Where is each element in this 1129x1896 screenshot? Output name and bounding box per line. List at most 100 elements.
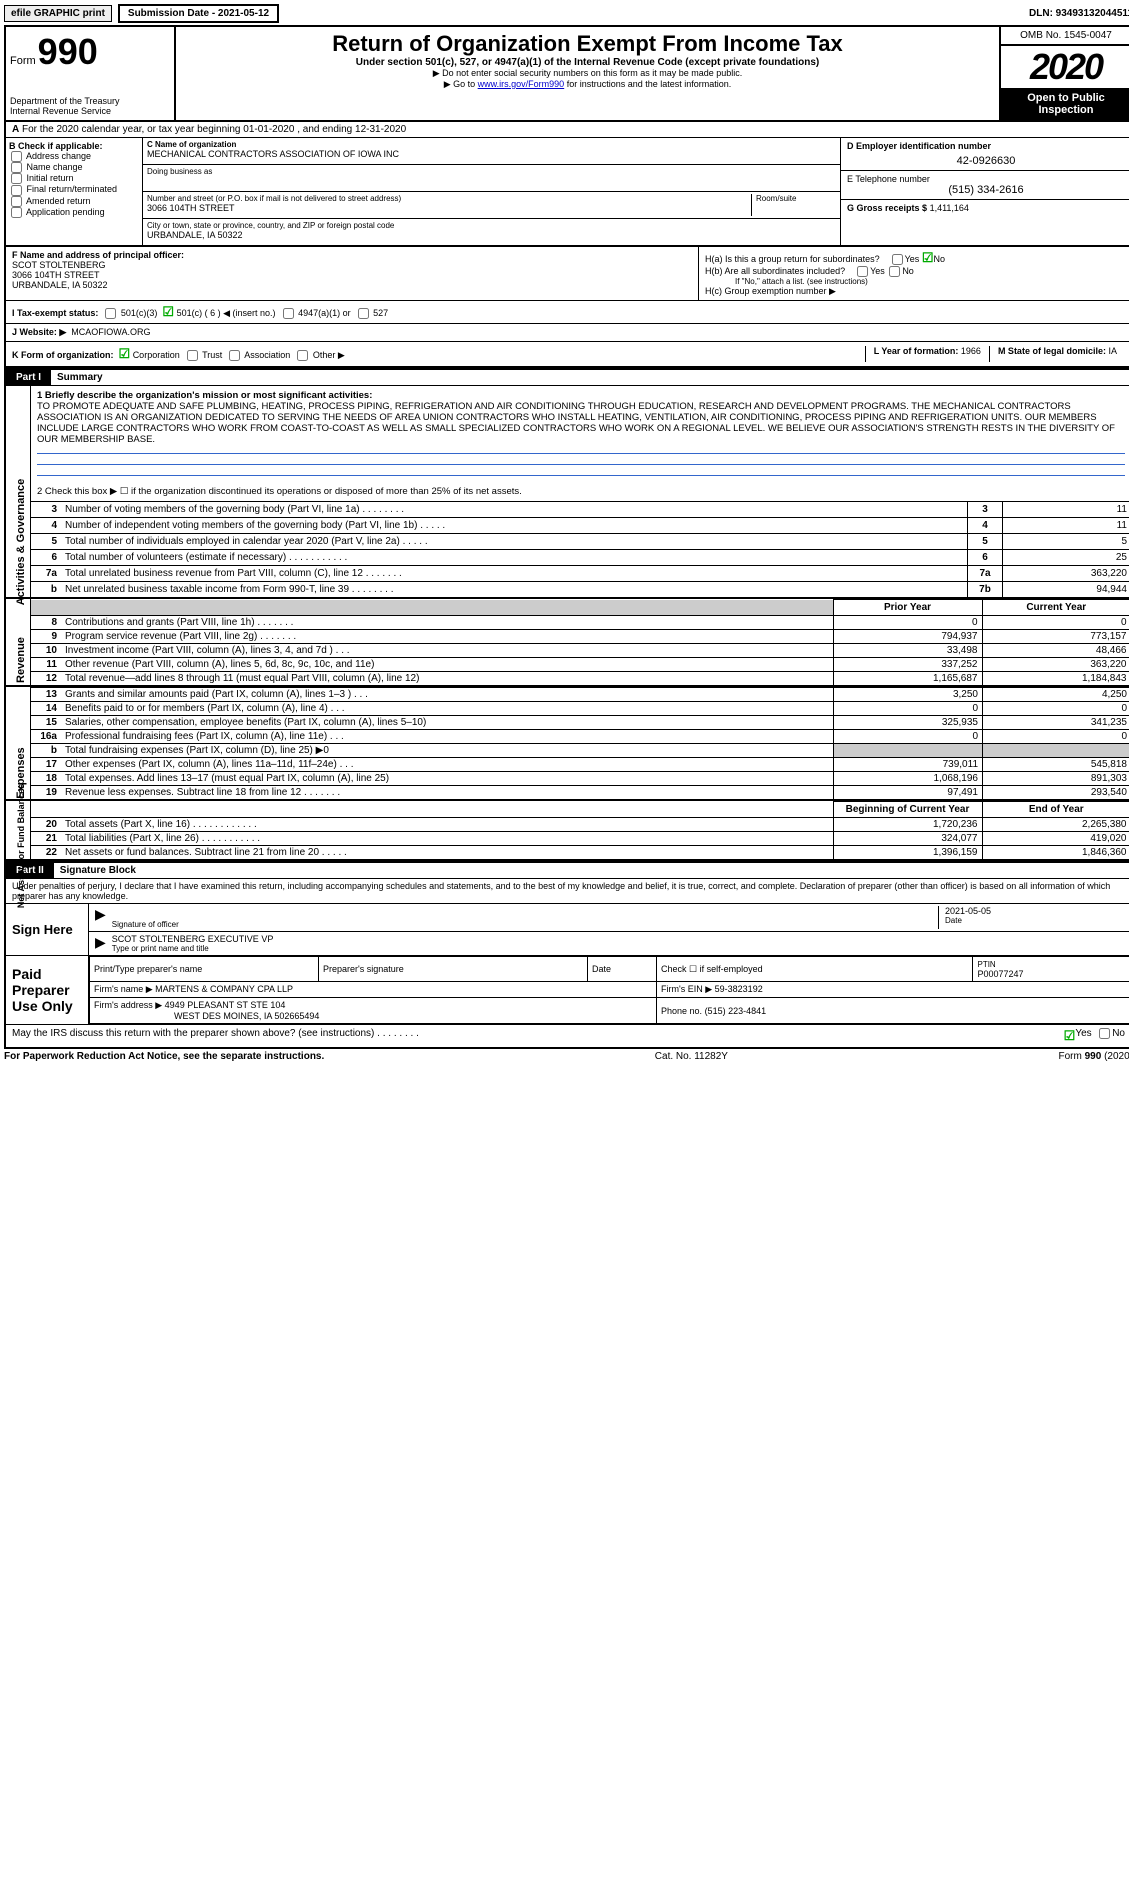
part2-label: Part II: [6, 863, 54, 878]
sig-name-line: ▶ SCOT STOLTENBERG EXECUTIVE VP Type or …: [89, 932, 1129, 955]
prep-fields: Print/Type preparer's name Preparer's si…: [89, 956, 1129, 1024]
col-deg: D Employer identification number 42-0926…: [841, 138, 1129, 245]
header-center: Return of Organization Exempt From Incom…: [176, 27, 1001, 120]
form-subtitle: Under section 501(c), 527, or 4947(a)(1)…: [182, 57, 993, 68]
hc-row: H(c) Group exemption number ▶: [705, 286, 1125, 297]
form-title: Return of Organization Exempt From Incom…: [182, 31, 993, 57]
row-fh: F Name and address of principal officer:…: [6, 247, 1129, 301]
vtab-rev: Revenue: [6, 599, 31, 685]
check-icon: ☑: [922, 250, 934, 265]
hb-no[interactable]: [889, 266, 900, 277]
e-label: E Telephone number: [847, 174, 1125, 184]
org-city: URBANDALE, IA 50322: [147, 230, 836, 240]
prep-col-2: Date: [588, 957, 657, 982]
row-klm: K Form of organization: ☑ Corporation Tr…: [6, 342, 1129, 368]
c-room-label: Room/suite: [756, 194, 836, 203]
d-row: D Employer identification number 42-0926…: [841, 138, 1129, 171]
page-footer: For Paperwork Reduction Act Notice, see …: [4, 1049, 1129, 1062]
g-row: G Gross receipts $ 1,411,164: [841, 200, 1129, 226]
note-link: ▶ Go to www.irs.gov/Form990 for instruct…: [182, 79, 993, 90]
check-icon: ☑: [162, 304, 174, 319]
table-row: 22Net assets or fund balances. Subtract …: [31, 846, 1129, 860]
b-item-2[interactable]: Initial return: [9, 173, 139, 184]
activities-governance: Activities & Governance 1 Briefly descri…: [6, 386, 1129, 599]
note-post: for instructions and the latest informat…: [564, 79, 731, 89]
discuss-no[interactable]: [1099, 1028, 1110, 1039]
table-row: b Net unrelated business taxable income …: [31, 582, 1129, 598]
section-bcd: B Check if applicable: Address change Na…: [6, 138, 1129, 247]
label-a: A: [12, 124, 19, 135]
table-row: 10Investment income (Part VIII, column (…: [31, 644, 1129, 658]
k-block: K Form of organization: ☑ Corporation Tr…: [12, 346, 865, 362]
table-row: 11Other revenue (Part VIII, column (A), …: [31, 658, 1129, 672]
k-opt-2[interactable]: [229, 350, 240, 361]
header-left: Form 990 Department of the Treasury Inte…: [6, 27, 176, 120]
i-opt-0[interactable]: [105, 308, 116, 319]
c-city-label: City or town, state or province, country…: [147, 221, 836, 230]
b-item-3[interactable]: Final return/terminated: [9, 184, 139, 195]
ein-value: 42-0926630: [847, 151, 1125, 167]
perjury-text: Under penalties of perjury, I declare th…: [6, 879, 1129, 904]
check-icon: ☑: [119, 346, 131, 361]
ha-yes[interactable]: [892, 254, 903, 265]
officer-name: SCOT STOLTENBERG: [12, 260, 692, 270]
dept-label: Department of the Treasury Internal Reve…: [10, 96, 170, 116]
prep-col-1: Preparer's signature: [319, 957, 588, 982]
irs-link[interactable]: www.irs.gov/Form990: [478, 79, 565, 89]
net-table: Beginning of Current YearEnd of Year20To…: [31, 801, 1129, 859]
b-item-5[interactable]: Application pending: [9, 207, 139, 218]
ptin-cell: PTINP00077247: [973, 957, 1129, 982]
table-row: 20Total assets (Part X, line 16) . . . .…: [31, 818, 1129, 832]
b-item-0[interactable]: Address change: [9, 151, 139, 162]
i-opt-2[interactable]: [283, 308, 294, 319]
e-row: E Telephone number (515) 334-2616: [841, 171, 1129, 200]
netassets-section: Net Assets or Fund Balances Beginning of…: [6, 801, 1129, 861]
exp-content: 13Grants and similar amounts paid (Part …: [31, 687, 1129, 799]
f-label: F Name and address of principal officer:: [12, 250, 692, 260]
table-row: 16aProfessional fundraising fees (Part I…: [31, 730, 1129, 744]
j-label: J Website: ▶: [12, 327, 66, 337]
b-title: B Check if applicable:: [9, 141, 139, 151]
row-i: I Tax-exempt status: 501(c)(3) ☑ 501(c) …: [6, 301, 1129, 324]
omb-number: OMB No. 1545-0047: [1001, 27, 1129, 46]
hb-yes[interactable]: [857, 266, 868, 277]
table-row: 4 Number of independent voting members o…: [31, 518, 1129, 534]
gross-receipts: 1,411,164: [930, 203, 969, 213]
revenue-section: Revenue Prior YearCurrent Year8Contribut…: [6, 599, 1129, 687]
period-text: For the 2020 calendar year, or tax year …: [22, 124, 406, 135]
note-pre: ▶ Go to: [444, 79, 478, 89]
preparer-table: Print/Type preparer's name Preparer's si…: [89, 956, 1129, 1024]
gov-content: 1 Briefly describe the organization's mi…: [31, 386, 1129, 597]
part1-title: Summary: [51, 370, 109, 385]
c-addr-label: Number and street (or P.O. box if mail i…: [147, 194, 751, 203]
i-opt-3[interactable]: [358, 308, 369, 319]
k-opt-3[interactable]: [297, 350, 308, 361]
officer-addr2: URBANDALE, IA 50322: [12, 280, 692, 290]
firm-name-cell: Firm's name ▶ MARTENS & COMPANY CPA LLP: [90, 982, 657, 998]
footer-right: Form 990 (2020): [1059, 1051, 1129, 1062]
i-block: I Tax-exempt status: 501(c)(3) ☑ 501(c) …: [6, 301, 1129, 323]
form-header: Form 990 Department of the Treasury Inte…: [6, 27, 1129, 122]
check-icon: ☑: [1064, 1028, 1076, 1044]
k-opt-1[interactable]: [187, 350, 198, 361]
form-container: Form 990 Department of the Treasury Inte…: [4, 25, 1129, 1049]
c-name-row: C Name of organization MECHANICAL CONTRA…: [143, 138, 840, 165]
exp-table: 13Grants and similar amounts paid (Part …: [31, 687, 1129, 799]
inspection-label: Open to Public Inspection: [1001, 88, 1129, 120]
efile-button[interactable]: efile GRAPHIC print: [4, 5, 112, 22]
table-row: 3 Number of voting members of the govern…: [31, 502, 1129, 518]
hb-note: If "No," attach a list. (see instruction…: [705, 277, 1125, 286]
d-label: D Employer identification number: [847, 141, 1125, 151]
org-name: MECHANICAL CONTRACTORS ASSOCIATION OF IO…: [147, 149, 836, 159]
firm-phone-cell: Phone no. (515) 223-4841: [657, 998, 1129, 1024]
b-item-1[interactable]: Name change: [9, 162, 139, 173]
b-item-4[interactable]: Amended return: [9, 196, 139, 207]
part1-label: Part I: [6, 370, 51, 385]
c-addr-row: Number and street (or P.O. box if mail i…: [143, 192, 840, 219]
header-right: OMB No. 1545-0047 2020 Open to Public In…: [1001, 27, 1129, 120]
self-emp[interactable]: Check ☐ if self-employed: [657, 957, 973, 982]
note-ssn: ▶ Do not enter social security numbers o…: [182, 68, 993, 79]
website-value: MCAOFIOWA.ORG: [71, 327, 150, 337]
org-addr: 3066 104TH STREET: [147, 203, 751, 213]
sign-here-row: Sign Here ▶ Signature of officer 2021-05…: [6, 904, 1129, 956]
